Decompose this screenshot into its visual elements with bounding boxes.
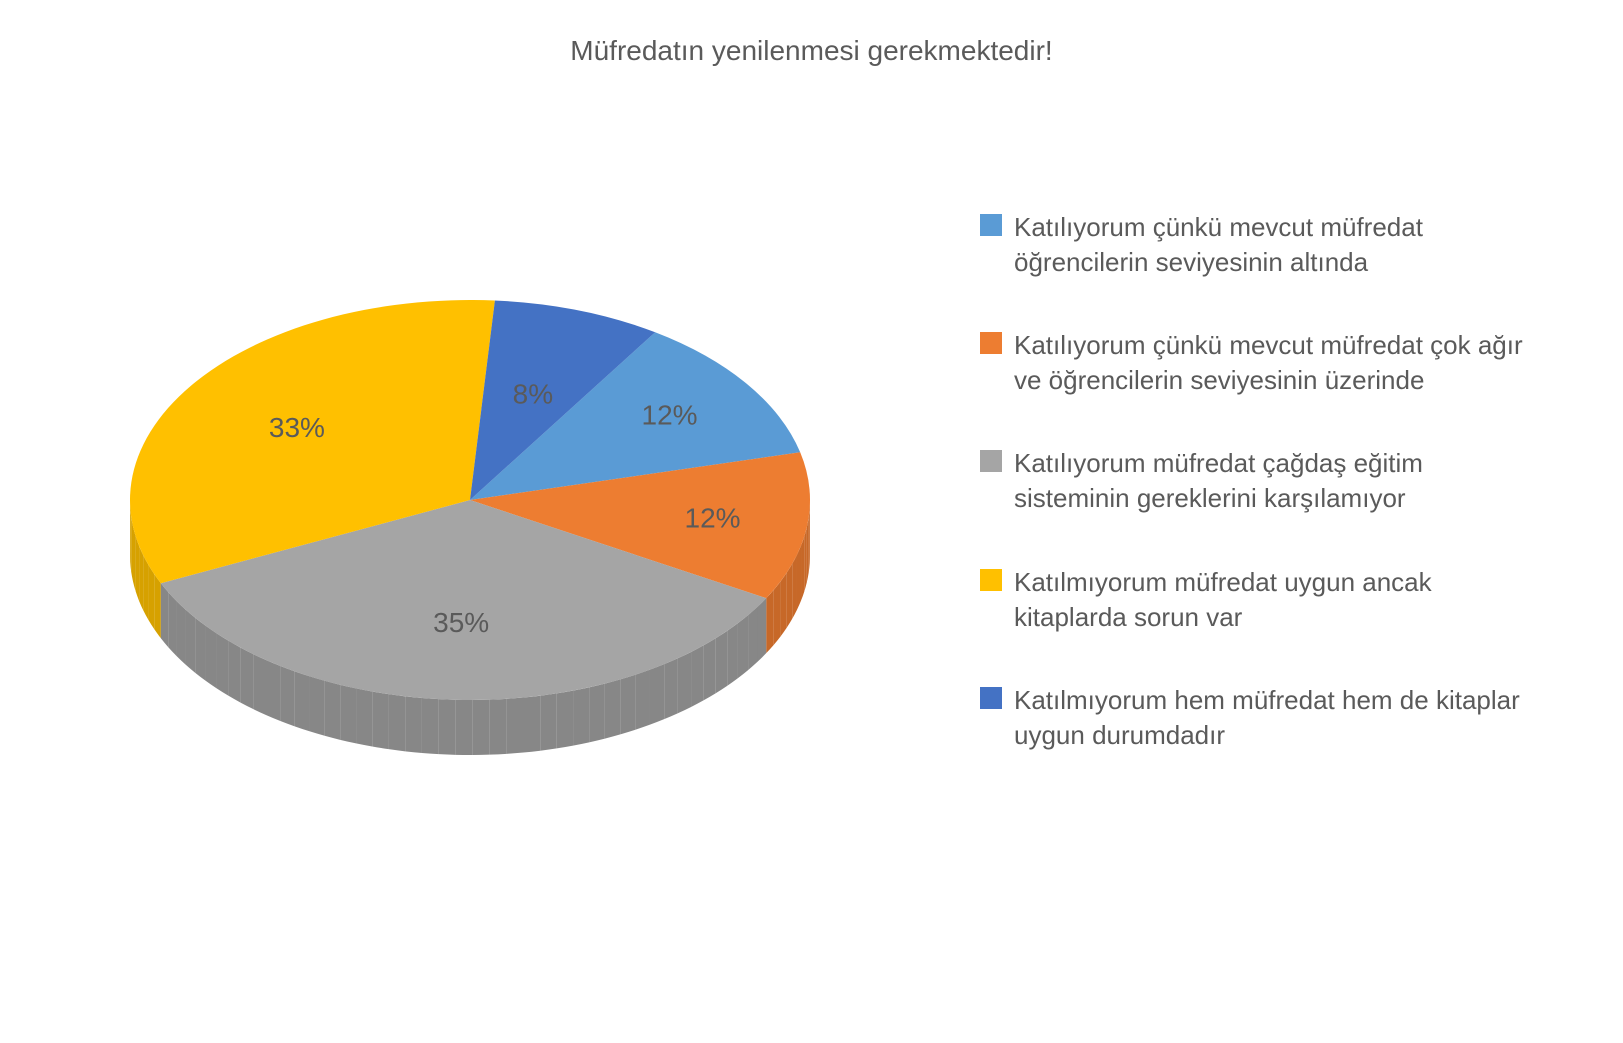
pie-side-segment bbox=[678, 652, 691, 713]
pie-side-segment bbox=[801, 536, 804, 600]
pie-side-segment bbox=[295, 671, 310, 731]
pie-side-segment bbox=[267, 660, 281, 721]
pie-side-segment bbox=[439, 699, 456, 755]
pie-side-segment bbox=[589, 684, 605, 743]
legend-swatch-3 bbox=[980, 569, 1002, 591]
pie-side-segment bbox=[456, 700, 473, 755]
legend-item-1: Katılıyorum çünkü mevcut müfredat çok ağ… bbox=[980, 328, 1540, 398]
pie-side-segment bbox=[573, 687, 589, 745]
pie-side-segment bbox=[809, 508, 810, 572]
pie-side-segment bbox=[807, 518, 809, 582]
pie-side-segment bbox=[635, 670, 650, 730]
pie-side-segment bbox=[787, 564, 792, 628]
legend-item-3: Katılmıyorum müfredat uygun ancak kitapl… bbox=[980, 565, 1540, 635]
pie-side-segment bbox=[664, 658, 678, 719]
pie-svg: 12% 12% 35% 33% 8% bbox=[80, 220, 860, 820]
legend-swatch-2 bbox=[980, 450, 1002, 472]
chart-title: Müfredatın yenilenmesi gerekmektedir! bbox=[0, 0, 1623, 67]
pie-side-segment bbox=[216, 633, 228, 695]
pie-side-segment bbox=[195, 618, 205, 681]
pie-side-segment bbox=[766, 590, 774, 653]
slice-label-3: 33% bbox=[269, 412, 325, 443]
pie-side-segment bbox=[253, 654, 266, 715]
legend: Katılıyorum çünkü mevcut müfredat öğrenc… bbox=[980, 210, 1540, 801]
pie-side-segment bbox=[792, 555, 797, 619]
pie-side-segment bbox=[804, 527, 807, 591]
legend-item-0: Katılıyorum çünkü mevcut müfredat öğrenc… bbox=[980, 210, 1540, 280]
pie-side-segment bbox=[356, 688, 372, 746]
pie-side-segment bbox=[727, 623, 738, 686]
pie-side-segment bbox=[797, 546, 801, 610]
pie-side-segment bbox=[774, 581, 781, 645]
pie-side-segment bbox=[154, 574, 161, 638]
slice-label-4: 8% bbox=[513, 379, 553, 410]
pie-side-segment bbox=[405, 696, 422, 753]
pie-side-segment bbox=[161, 583, 168, 647]
pie-side-segment bbox=[422, 698, 439, 754]
legend-item-2: Katılıyorum müfredat çağdaş eğitim siste… bbox=[980, 446, 1540, 516]
pie-chart: 12% 12% 35% 33% 8% bbox=[80, 220, 860, 820]
pie-side-segment bbox=[168, 592, 176, 656]
legend-swatch-1 bbox=[980, 332, 1002, 354]
pie-side-segment bbox=[133, 527, 136, 592]
pie-side-segment bbox=[185, 609, 195, 672]
pie-side-segment bbox=[280, 666, 294, 726]
pie-side-segment bbox=[389, 694, 406, 751]
pie-side-segment bbox=[781, 573, 787, 637]
pie-side-segment bbox=[620, 675, 635, 735]
pie-side-segment bbox=[240, 647, 253, 709]
pie-side-segment bbox=[148, 565, 154, 629]
legend-label-2: Katılıyorum müfredat çağdaş eğitim siste… bbox=[1014, 446, 1540, 516]
pie-side-segment bbox=[372, 692, 388, 750]
pie-side-segment bbox=[131, 517, 133, 582]
legend-label-3: Katılmıyorum müfredat uygun ancak kitapl… bbox=[1014, 565, 1540, 635]
pie-side-segment bbox=[130, 507, 131, 572]
pie-side-segment bbox=[139, 546, 143, 611]
pie-side-segment bbox=[605, 679, 620, 738]
pie-side-segment bbox=[716, 631, 727, 693]
legend-label-1: Katılıyorum çünkü mevcut müfredat çok ağ… bbox=[1014, 328, 1540, 398]
pie-side-segment bbox=[340, 685, 356, 744]
pie-side-segment bbox=[228, 641, 240, 703]
slice-label-1: 12% bbox=[685, 503, 741, 534]
pie-side-segment bbox=[507, 698, 524, 754]
pie-side-segment bbox=[309, 676, 324, 735]
pie-side-segment bbox=[758, 598, 767, 662]
pie-side-segment bbox=[177, 601, 186, 664]
pie-side-segment bbox=[490, 699, 507, 755]
pie-side-segment bbox=[524, 696, 541, 753]
slice-label-0: 12% bbox=[642, 400, 698, 431]
pie-side-segment bbox=[650, 664, 664, 725]
legend-label-0: Katılıyorum çünkü mevcut müfredat öğrenc… bbox=[1014, 210, 1540, 280]
legend-item-4: Katılmıyorum hem müfredat hem de kitapla… bbox=[980, 683, 1540, 753]
pie-side-segment bbox=[325, 681, 341, 740]
pie-side-segment bbox=[557, 691, 573, 749]
pie-side-segment bbox=[136, 536, 139, 601]
slice-label-2: 35% bbox=[433, 607, 489, 638]
pie-side-segment bbox=[738, 615, 748, 678]
pie-side-segment bbox=[748, 607, 757, 670]
pie-side-segment bbox=[473, 700, 490, 755]
pie-side-segment bbox=[540, 693, 557, 750]
pie-side-segment bbox=[143, 556, 148, 620]
pie-side-segment bbox=[691, 645, 704, 707]
pie-side-segment bbox=[704, 638, 716, 700]
legend-label-4: Katılmıyorum hem müfredat hem de kitapla… bbox=[1014, 683, 1540, 753]
pie-side-segment bbox=[205, 626, 216, 689]
legend-swatch-0 bbox=[980, 214, 1002, 236]
legend-swatch-4 bbox=[980, 687, 1002, 709]
